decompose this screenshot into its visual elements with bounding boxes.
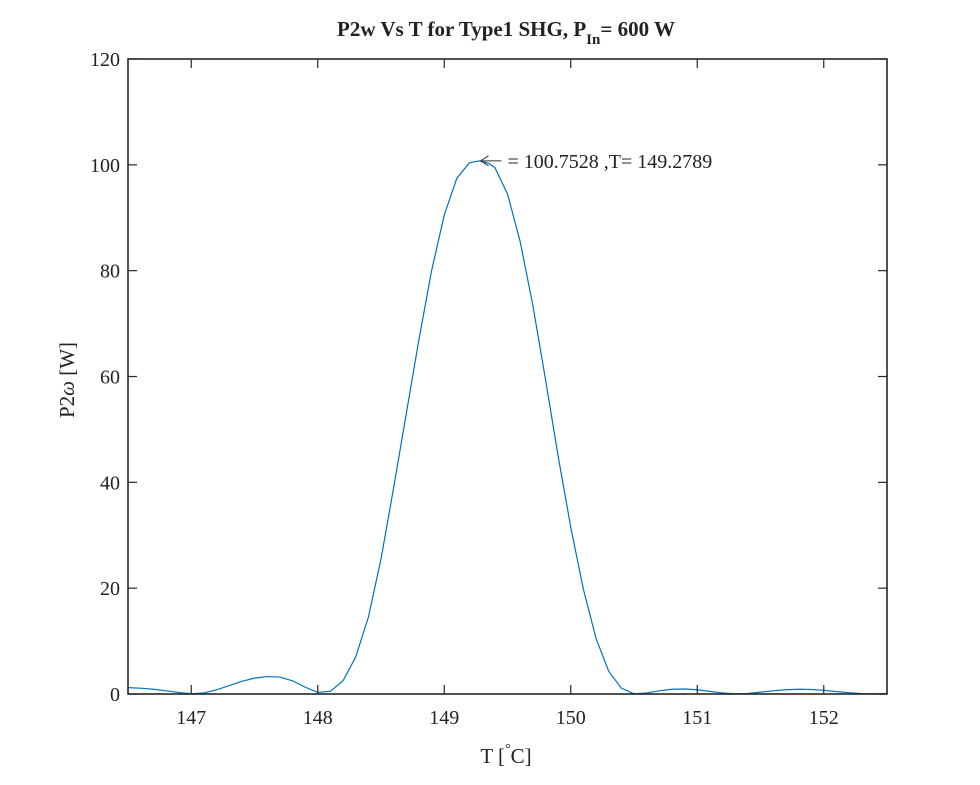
y-axis-label-prefix: P2 xyxy=(55,396,79,418)
chart-title-main: P2w Vs T for Type1 SHG, P xyxy=(337,17,586,41)
y-tick-label: 60 xyxy=(100,367,120,389)
x-tick-label: 152 xyxy=(809,707,839,729)
chart-title-suffix: = 600 W xyxy=(600,17,675,41)
x-axis-label: T [°C] xyxy=(480,742,531,768)
ticks-layer: 147 148 149 150 151 152 0 20 40 60 80 100 120 xyxy=(90,49,887,729)
x-tick-label: 149 xyxy=(429,707,459,729)
y-axis-label-suffix: [W] xyxy=(55,342,79,381)
x-axis-label-degree: ° xyxy=(505,742,511,757)
annotation-text: = 100.7528 ,T= 149.2789 xyxy=(508,151,713,173)
series-layer xyxy=(127,160,888,695)
y-tick-label: 120 xyxy=(90,49,120,71)
chart-title: P2w Vs T for Type1 SHG, PIn= 600 W xyxy=(337,17,675,48)
x-tick-label: 151 xyxy=(682,707,712,729)
y-tick-label: 20 xyxy=(100,578,120,600)
plot-area xyxy=(128,59,887,694)
y-tick-label: 0 xyxy=(110,684,120,706)
y-tick-label: 80 xyxy=(100,261,120,283)
annotation-arrow-head xyxy=(479,155,489,167)
x-axis-label-suffix: C] xyxy=(511,744,532,768)
x-tick-label: 150 xyxy=(556,707,586,729)
x-tick-label: 147 xyxy=(176,707,206,729)
y-axis-label-symbol: ω xyxy=(55,381,79,396)
y-tick-label: 100 xyxy=(90,155,120,177)
series-line-0 xyxy=(127,160,888,695)
y-tick-label: 40 xyxy=(100,472,120,494)
chart-title-subscript: In xyxy=(586,32,601,48)
x-axis-label-prefix: T [ xyxy=(480,744,505,768)
annotation-layer: = 100.7528 ,T= 149.2789 xyxy=(479,151,713,173)
y-axis-label: P2ω [W] xyxy=(55,342,79,418)
x-tick-label: 148 xyxy=(303,707,333,729)
